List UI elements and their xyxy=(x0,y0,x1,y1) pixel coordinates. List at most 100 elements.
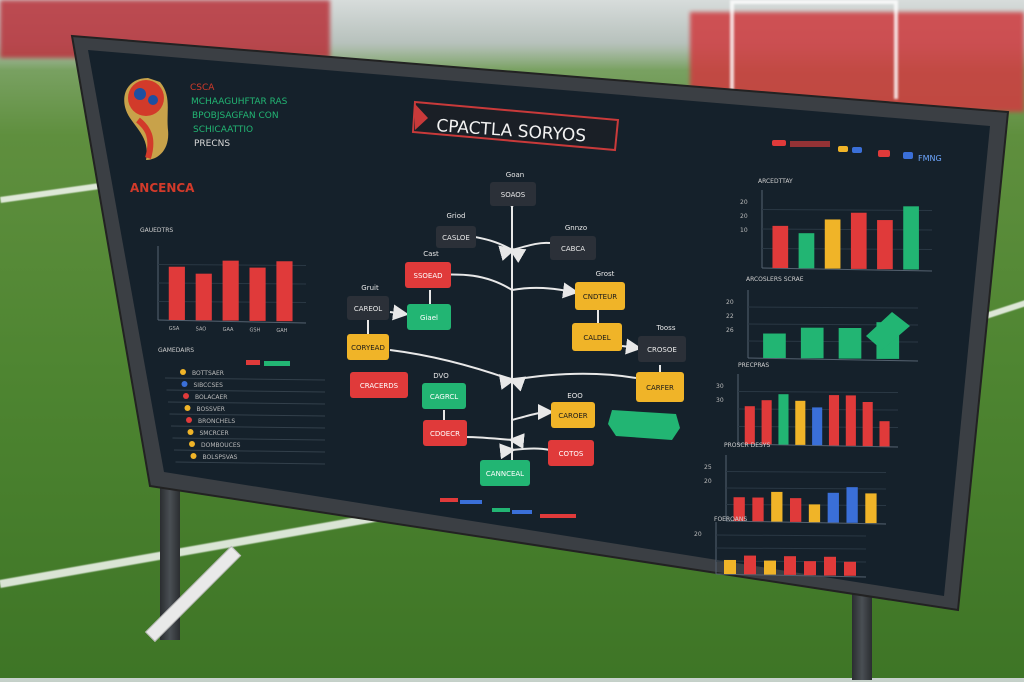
header-text-block: CSCA MCHAAGUHFTAR RAS BPOBJSAGFAN CON SCHIC… xyxy=(190,83,288,149)
flow-node-box xyxy=(350,372,408,398)
flow-node-box xyxy=(405,262,451,288)
flow-node-label: EOO xyxy=(567,392,583,400)
chart-bar xyxy=(845,395,856,446)
chart-bar xyxy=(772,225,789,268)
stats-row-dot xyxy=(183,393,189,399)
flow-node: SSOEAD xyxy=(405,262,451,288)
flow-node: CORYEAD xyxy=(347,334,389,360)
flow-node: CDOECR xyxy=(423,420,467,446)
stats-row-divider xyxy=(164,377,326,381)
flow-node-label: CNDTEUR xyxy=(583,293,617,301)
flow-node: Giael xyxy=(407,304,451,330)
chart-axis xyxy=(157,319,307,324)
stats-row-label: BOLACAER xyxy=(195,394,227,401)
flow-node-box xyxy=(550,236,596,260)
flow-node: CABCA xyxy=(550,236,596,260)
chart-bar xyxy=(790,498,802,522)
chart-bar xyxy=(195,273,212,321)
chart-bar xyxy=(865,493,877,524)
chart-bar xyxy=(752,497,764,522)
stats-row-divider xyxy=(167,401,326,405)
chart-gridline xyxy=(737,391,899,393)
chart-bar xyxy=(828,395,840,446)
flow-node-label: SSOEAD xyxy=(414,272,443,280)
chart-title: PROSCR DESYS xyxy=(724,442,770,449)
flow-node-label: Gruit xyxy=(361,284,379,292)
stats-row-label: BOSSVER xyxy=(197,406,225,413)
emblem-name: ANCENCA xyxy=(130,181,195,195)
flow-node: DVO xyxy=(433,372,449,380)
flow-node: CAGRCL xyxy=(422,383,466,409)
chart-title: GAUEDTRS xyxy=(140,227,173,234)
stats-row-divider xyxy=(175,461,326,465)
chart-ytick: 30 xyxy=(716,397,724,404)
header-line: SCHICAATTIO xyxy=(193,125,253,135)
stats-row-dot xyxy=(187,429,194,435)
flow-node-box xyxy=(551,402,595,428)
bar-chart: ARCEDTTAY 20 20 10 xyxy=(740,178,933,272)
flow-node-label: CAROER xyxy=(558,412,587,420)
chart-bar xyxy=(838,328,862,359)
chart-bar xyxy=(846,487,858,523)
header-line: PRECNS xyxy=(194,139,230,149)
flow-node-label: Goan xyxy=(506,171,524,179)
chart-xtick: GAH xyxy=(276,328,287,334)
diagram-legend-dashes xyxy=(440,498,576,518)
chart-ytick: 22 xyxy=(726,313,734,320)
chart-bar xyxy=(812,407,823,446)
stats-row-dot xyxy=(189,441,195,447)
flow-node: CAROER xyxy=(551,402,595,428)
flow-node-label: Griod xyxy=(447,212,466,220)
goal-frame xyxy=(730,0,898,99)
chart-bar xyxy=(877,220,893,270)
chart-bar xyxy=(724,559,736,574)
bar-chart: PRECPRAS 30 30 xyxy=(716,362,899,448)
chart-bar xyxy=(824,219,841,269)
stand-leg-right xyxy=(852,590,872,680)
stats-row-dot xyxy=(190,453,197,459)
chart-bar xyxy=(761,400,772,445)
flow-node-label: CRACERDS xyxy=(360,382,399,390)
stand-leg-left xyxy=(160,480,180,640)
flow-node-label: SOAOS xyxy=(501,191,526,199)
stats-row-dot xyxy=(186,417,192,423)
stats-list: GAMEDAIRS BOTTSAER SIBCCSES BOLACAER BOSSVER… xyxy=(158,347,326,465)
chart-bar xyxy=(764,560,776,575)
flow-node: COTOS xyxy=(548,440,594,466)
flow-node: CALDEL xyxy=(572,323,622,351)
chart-bar xyxy=(784,556,796,575)
emblem: ANCENCA xyxy=(124,78,195,195)
chart-title: PRECPRAS xyxy=(738,362,769,369)
stats-header: GAMEDAIRS xyxy=(158,347,194,354)
flow-node: Gruit xyxy=(361,284,379,292)
flow-node: EOO xyxy=(567,392,583,400)
flow-node: CARFER xyxy=(636,372,684,402)
flow-node-label: CABCA xyxy=(561,245,585,253)
flow-node-label: CARFER xyxy=(646,384,674,392)
flow-node-box xyxy=(480,460,530,486)
flow-node-label: CANNCEAL xyxy=(486,470,524,478)
chart-title: ARCEDTTAY xyxy=(758,178,793,185)
flow-node-label: CROSOE xyxy=(647,346,677,354)
stats-row-divider xyxy=(170,425,326,429)
flow-node-box xyxy=(548,440,594,466)
chart-bar xyxy=(168,266,185,320)
flow-node-box xyxy=(575,282,625,310)
flow-node: CROSOE xyxy=(638,336,686,362)
chart-ytick: 20 xyxy=(726,299,734,306)
stats-row-dot xyxy=(184,405,191,411)
chart-bar xyxy=(778,394,789,445)
chart-axis xyxy=(747,357,919,362)
stats-row-divider xyxy=(172,437,326,441)
flow-node-label: CDOECR xyxy=(430,430,460,438)
header-line: MCHAAGUHFTAR RAS xyxy=(191,97,288,107)
flow-node: Tooss xyxy=(656,324,676,332)
stats-row-divider xyxy=(173,449,326,453)
flow-node: Cast xyxy=(423,250,439,258)
chart-bar xyxy=(827,492,839,523)
chart-bar xyxy=(844,561,856,576)
flow-node-box xyxy=(347,296,389,320)
flow-node-label: CORYEAD xyxy=(351,344,385,352)
legend-label: FMNG xyxy=(918,154,942,163)
chart-bar xyxy=(879,421,890,447)
